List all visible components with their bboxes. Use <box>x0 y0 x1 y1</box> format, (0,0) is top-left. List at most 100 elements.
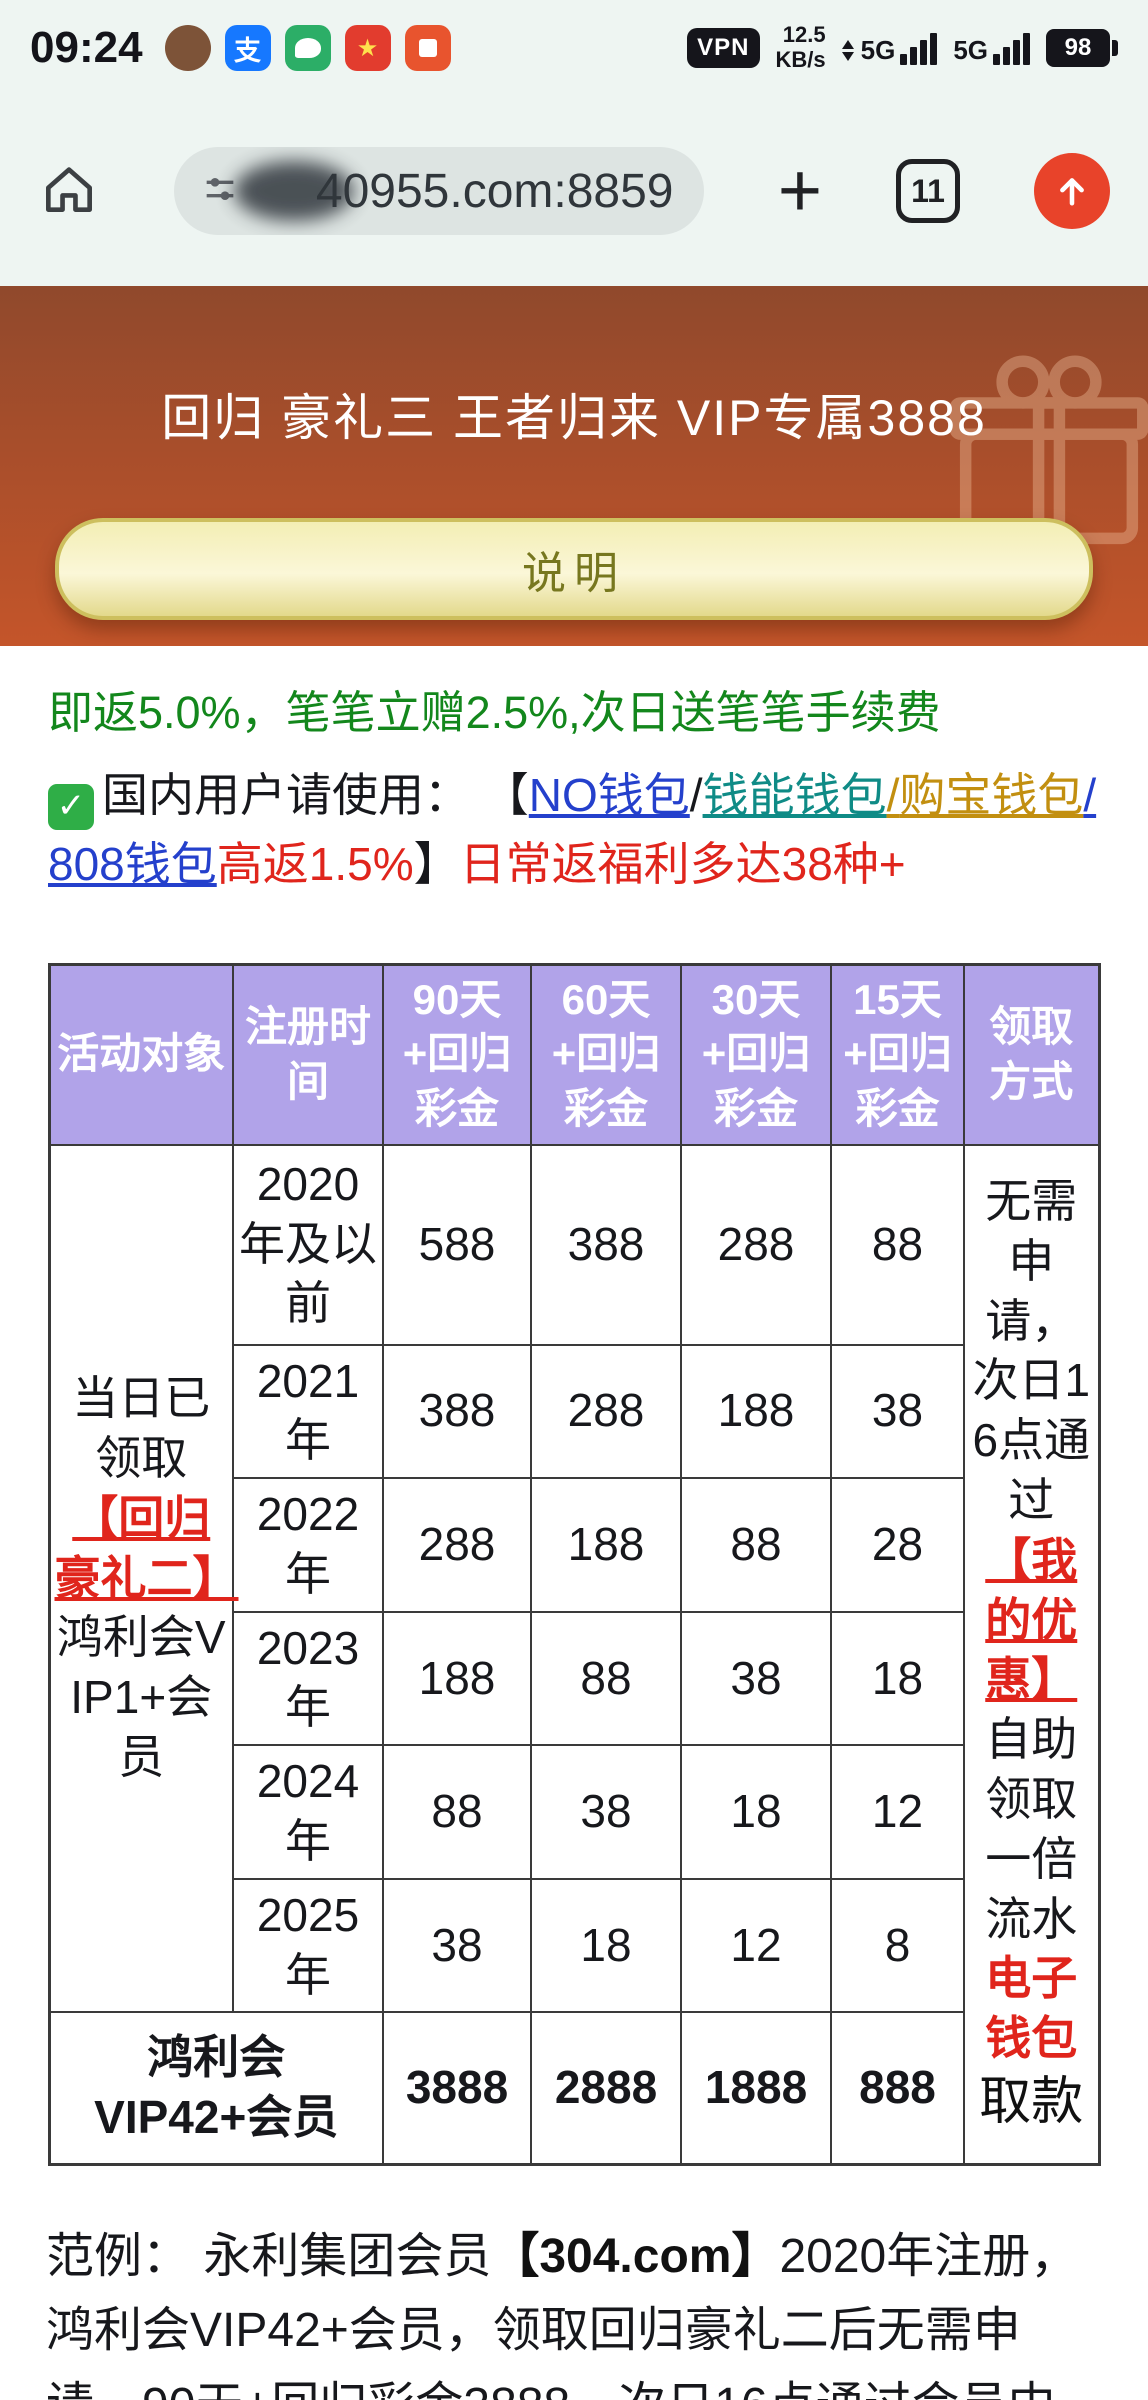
bonus-cell: 88 <box>680 1477 832 1613</box>
bonus-table: 活动对象 注册时 间 90天 +回归 彩金 60天 +回归 彩金 30天 +回归… <box>47 963 1101 2166</box>
my-discounts-link[interactable]: 【我的优惠】 <box>985 1533 1078 1706</box>
text-segment: 范例： 永利集团会员 <box>46 2229 492 2283</box>
tab-counter-button[interactable]: 11 <box>896 159 961 223</box>
bonus-cell: 188 <box>382 1610 532 1747</box>
table-row: 2023 年 188 88 38 18 <box>49 1610 1099 1747</box>
bonus-cell: 588 <box>382 1143 532 1346</box>
no-wallet-link[interactable]: NO钱包 <box>528 769 690 821</box>
bonus-cell: 88 <box>830 1143 965 1346</box>
speed-value: 12.5 <box>782 22 826 48</box>
vpn-badge: VPN <box>687 28 760 68</box>
notification-app-icon <box>164 25 211 71</box>
promo-banner: 回归 豪礼三 王者归来 VIP专属3888 说明 <box>0 286 1148 646</box>
table-row: 2022 年 288 188 88 28 <box>49 1477 1099 1613</box>
bonus-cell: 12 <box>830 1744 965 1880</box>
period-cell: 2022 年 <box>232 1477 384 1613</box>
battery-indicator: 98 <box>1046 29 1118 67</box>
bonus-cell: 1888 <box>680 2011 832 2166</box>
qianneng-wallet-link[interactable]: 钱能钱包 <box>702 769 887 821</box>
bonus-cell: 12 <box>680 1877 832 2014</box>
network-speed: 12.5 KB/s <box>776 23 826 72</box>
text-segment[interactable]: / <box>886 769 900 821</box>
url-text: 40955.com:8859 <box>315 164 674 218</box>
notification-app-icon <box>404 25 451 71</box>
vip42-label-cell: 鸿利会 VIP42+会员 <box>48 2011 384 2166</box>
text-segment: 高返1.5% <box>216 838 414 890</box>
text-segment: 2020年注册，鸿利会VIP42+会员，领取回归豪礼二后无需申请，90天+回归彩… <box>46 2229 1079 2400</box>
bonus-cell: 38 <box>382 1877 532 2014</box>
browser-update-button[interactable] <box>1033 153 1110 229</box>
header-claim-method: 领取 方式 <box>963 963 1100 1146</box>
wallet-808-link[interactable]: 808钱包 <box>48 838 217 890</box>
table-row: 当日已领取【回归豪礼二】鸿利会VIP1+会员 2020 年及以 前 588 38… <box>48 1143 1100 2166</box>
text-segment[interactable]: / <box>1083 769 1097 821</box>
wallet-line: ✓ 国内用户请使用： 【NO钱包/钱能钱包/购宝钱包/808钱包高返1.5%】日常… <box>48 761 1100 899</box>
bonus-cell: 388 <box>530 1143 682 1346</box>
bonus-cell: 388 <box>382 1343 532 1480</box>
battery-nub <box>1112 40 1118 56</box>
text-segment: 日常返福利多达38种+ <box>459 838 906 890</box>
bonus-cell: 288 <box>680 1143 832 1346</box>
text-segment: 【304.com】 <box>491 2229 780 2283</box>
site-settings-icon <box>200 169 240 214</box>
gift-watermark-icon <box>924 330 1148 585</box>
speed-unit: KB/s <box>775 47 826 72</box>
redaction-smudge <box>233 161 354 221</box>
browser-toolbar: 40955.com:8859 + 11 <box>0 96 1148 286</box>
period-cell: 2023 年 <box>232 1610 384 1747</box>
bonus-cell: 18 <box>680 1744 832 1880</box>
explain-button[interactable]: 说明 <box>55 518 1093 620</box>
header-30d: 30天 +回归 彩金 <box>680 963 832 1146</box>
text-segment: 取款 <box>979 2072 1084 2131</box>
signal-bars-icon <box>900 31 938 65</box>
bonus-cell: 288 <box>530 1343 682 1480</box>
bonus-cell: 3888 <box>382 2011 532 2166</box>
notification-app-icon <box>344 25 391 71</box>
period-cell: 2025 年 <box>232 1877 384 2014</box>
bonus-cell: 88 <box>530 1610 682 1747</box>
text-segment: 当日已领取 <box>72 1372 211 1484</box>
text-segment: 鸿利会VIP1+会员 <box>56 1611 226 1783</box>
bonus-cell: 38 <box>680 1610 832 1747</box>
bonus-cell: 18 <box>530 1877 682 2014</box>
bonus-cell: 88 <box>382 1744 532 1880</box>
promo-text-block: 即返5.0%，笔笔立赠2.5%,次日送笔笔手续费 ✓ 国内用户请使用： 【NO钱包… <box>0 646 1148 899</box>
signal-primary: 5G <box>841 31 938 65</box>
signal-secondary: 5G <box>953 31 1030 65</box>
bonus-cell: 188 <box>530 1477 682 1613</box>
network-type-label: 5G <box>953 35 988 65</box>
text-segment: 【 <box>482 769 529 821</box>
clock: 09:24 <box>30 23 143 72</box>
table-row: 2021 年 388 288 188 38 <box>49 1343 1099 1480</box>
table-header-row: 活动对象 注册时 间 90天 +回归 彩金 60天 +回归 彩金 30天 +回归… <box>48 963 1100 1146</box>
table-footer-row: 鸿利会 VIP42+会员 3888 2888 1888 888 <box>48 2011 1099 2166</box>
period-cell: 2020 年及以 前 <box>232 1143 384 1346</box>
url-bar[interactable]: 40955.com:8859 <box>173 147 704 235</box>
home-button[interactable] <box>38 158 100 225</box>
header-60d: 60天 +回归 彩金 <box>530 963 682 1146</box>
signal-bars-icon <box>993 31 1030 65</box>
bonus-cell: 38 <box>830 1343 965 1480</box>
rebate-line: 即返5.0%，笔笔立赠2.5%,次日送笔笔手续费 <box>48 687 941 738</box>
alipay-notification-icon: 支 <box>224 25 271 71</box>
bonus-cell: 188 <box>680 1343 832 1480</box>
goubao-wallet-link[interactable]: 购宝钱包 <box>899 769 1084 821</box>
activity-target-cell: 当日已领取【回归豪礼二】鸿利会VIP1+会员 <box>48 1143 239 2014</box>
huigui-haoli-2-link[interactable]: 【回归豪礼二】 <box>54 1491 239 1604</box>
page-title: 回归 豪礼三 王者归来 VIP专属3888 <box>161 390 987 446</box>
green-check-icon: ✓ <box>48 783 94 830</box>
header-activity-target: 活动对象 <box>48 963 234 1146</box>
bonus-cell: 8 <box>830 1877 965 2014</box>
bonus-cell: 888 <box>830 2011 965 2166</box>
data-updown-icon <box>841 40 854 61</box>
text-segment: 】 <box>413 838 460 890</box>
network-type-label: 5G <box>860 35 896 65</box>
bonus-cell: 28 <box>830 1477 965 1613</box>
arrow-up-icon <box>1060 178 1084 206</box>
new-tab-button[interactable]: + <box>777 148 823 233</box>
text-segment: 电子钱包 <box>985 1952 1078 2065</box>
text-segment: 无需申请，次日16点通过 <box>972 1174 1091 1526</box>
bonus-cell: 288 <box>382 1477 532 1613</box>
text-segment: / <box>689 769 703 821</box>
